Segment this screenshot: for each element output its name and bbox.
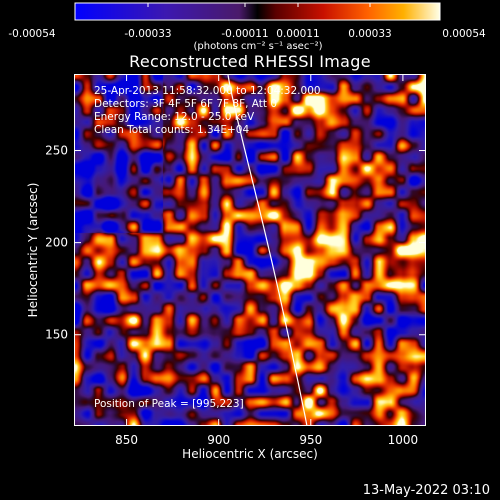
colorbar-tick-label: 0.00011 bbox=[276, 28, 319, 40]
info-time-range: 25-Apr-2013 11:58:32.000 to 12:04:32.000 bbox=[94, 85, 321, 97]
y-axis-label: Heliocentric Y (arcsec) bbox=[26, 183, 40, 318]
heatmap-image bbox=[75, 75, 425, 425]
x-tick-label: 1000 bbox=[388, 433, 419, 447]
colorbar-tick-label: 0.00054 bbox=[442, 28, 486, 40]
overlay bbox=[227, 75, 308, 425]
footer-date: 13-May-2022 03:10 bbox=[362, 483, 490, 498]
x-tick-label: 950 bbox=[299, 433, 322, 447]
peak-position-label: Position of Peak = [995,223] bbox=[94, 398, 244, 410]
info-detectors: Detectors: 3F 4F 5F 6F 7F 8F, Att 0 bbox=[94, 98, 278, 110]
colorbar-unit-label: (photons cm⁻² s⁻¹ asec⁻²) bbox=[193, 41, 322, 52]
colorbar: -0.00054 -0.00033 -0.00011 0.00011 0.000… bbox=[8, 2, 486, 52]
y-tick-label: 150 bbox=[45, 328, 68, 342]
info-energy-range: Energy Range: 12.0 - 25.0 keV bbox=[94, 111, 255, 123]
plot-area bbox=[74, 74, 426, 426]
solar-limb-line bbox=[227, 75, 308, 425]
info-clean-counts: Clean Total counts: 1.34E+04 bbox=[94, 124, 250, 136]
x-tick-label: 900 bbox=[207, 433, 230, 447]
chart-title: Reconstructed RHESSI Image bbox=[129, 52, 371, 71]
colorbar-tick-label: -0.00011 bbox=[221, 28, 268, 40]
colorbar-tick-label: -0.00054 bbox=[8, 28, 56, 40]
x-axis-label: Heliocentric X (arcsec) bbox=[182, 447, 318, 461]
colorbar-tick-label: 0.00033 bbox=[348, 28, 391, 40]
colorbar-gradient bbox=[74, 2, 441, 21]
colorbar-tick-label: -0.00033 bbox=[124, 28, 171, 40]
y-tick-label: 250 bbox=[45, 144, 68, 158]
x-tick-label: 850 bbox=[115, 433, 138, 447]
y-tick-label: 200 bbox=[45, 236, 68, 250]
